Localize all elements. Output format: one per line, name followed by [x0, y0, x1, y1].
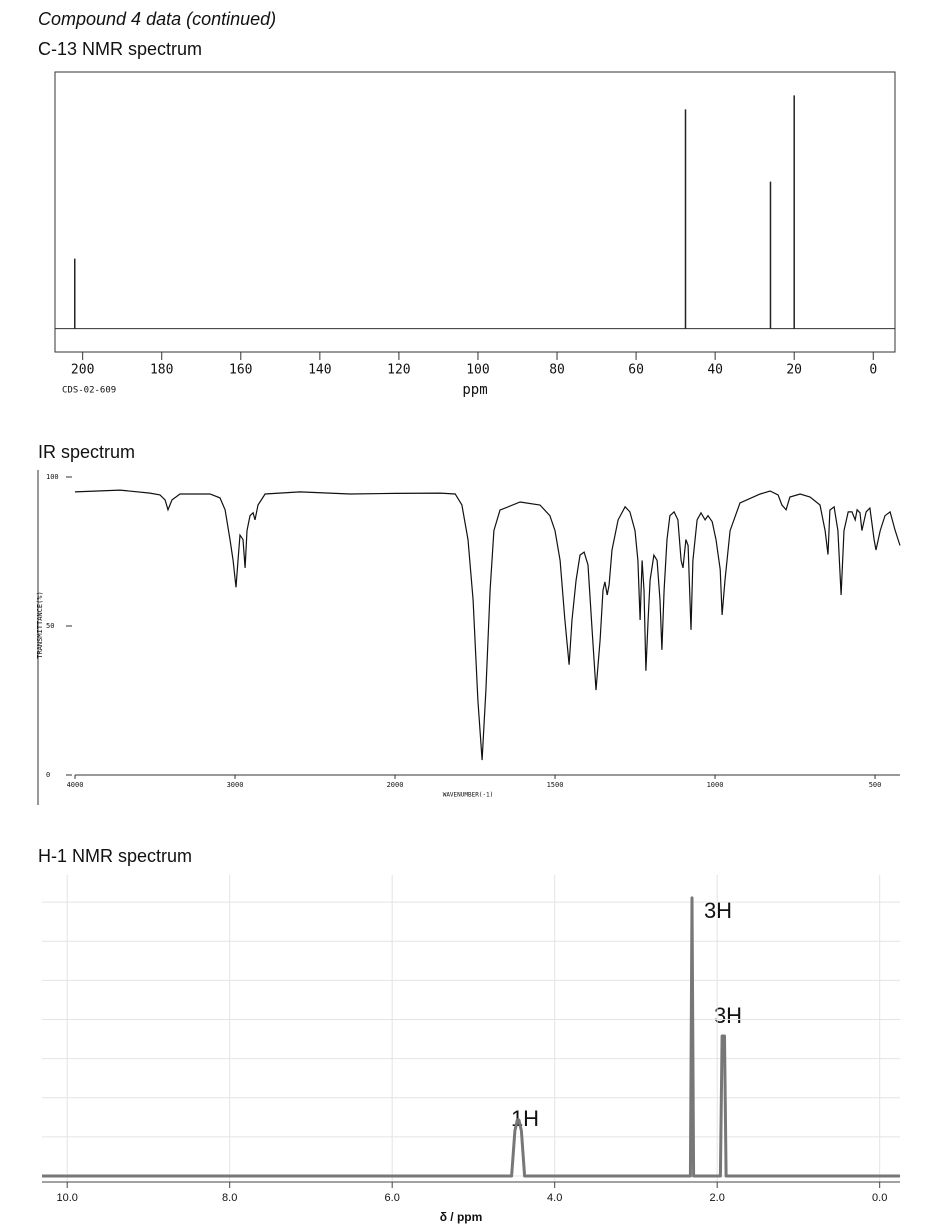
heading: Compound 4 data (continued) — [38, 9, 276, 29]
c13-xlabel: ppm — [462, 382, 487, 398]
x-tick-label: 180 — [150, 363, 173, 378]
x-tick-label: 3000 — [227, 781, 244, 789]
x-tick-label: 60 — [628, 363, 644, 378]
x-tick-label: 140 — [308, 363, 331, 378]
y-tick-label: 0 — [46, 771, 50, 779]
x-tick-label: 8.0 — [222, 1192, 237, 1204]
x-tick-label: 120 — [387, 363, 410, 378]
ir-title: IR spectrum — [38, 442, 135, 462]
x-tick-label: 2.0 — [710, 1192, 725, 1204]
peak-label: 3H — [704, 898, 732, 923]
x-tick-label: 160 — [229, 363, 252, 378]
h1-xlabel: δ / ppm — [440, 1210, 483, 1224]
x-tick-label: 20 — [786, 363, 802, 378]
x-tick-label: 4.0 — [547, 1192, 562, 1204]
peak-label: 3H — [714, 1003, 742, 1028]
y-tick-label: 100 — [46, 473, 59, 481]
h1-trace — [42, 896, 900, 1178]
x-tick-label: 1000 — [707, 781, 724, 789]
y-tick-label: 50 — [46, 622, 54, 630]
x-tick-label: 40 — [707, 363, 723, 378]
ir-trace — [74, 489, 901, 761]
x-tick-label: 0.0 — [872, 1192, 887, 1204]
x-tick-label: 500 — [869, 781, 882, 789]
x-tick-label: 4000 — [67, 781, 84, 789]
x-tick-label: 100 — [466, 363, 489, 378]
x-tick-label: 200 — [71, 363, 94, 378]
c13-frame — [54, 71, 896, 353]
x-tick-label: 80 — [549, 363, 565, 378]
c13-title: C-13 NMR spectrum — [38, 39, 202, 59]
x-tick-label: 6.0 — [385, 1192, 400, 1204]
c13-annotation: CDS-02-609 — [62, 386, 116, 396]
x-tick-label: 0 — [869, 363, 877, 378]
x-tick-label: 10.0 — [56, 1192, 77, 1204]
x-tick-label: 2000 — [387, 781, 404, 789]
ir-xlabel: WAVENUMBER(-1) — [443, 792, 494, 799]
x-tick-label: 1500 — [547, 781, 564, 789]
ir-ylabel: TRANSMITTANCE(%) — [36, 591, 44, 658]
h1-title: H-1 NMR spectrum — [38, 846, 192, 866]
